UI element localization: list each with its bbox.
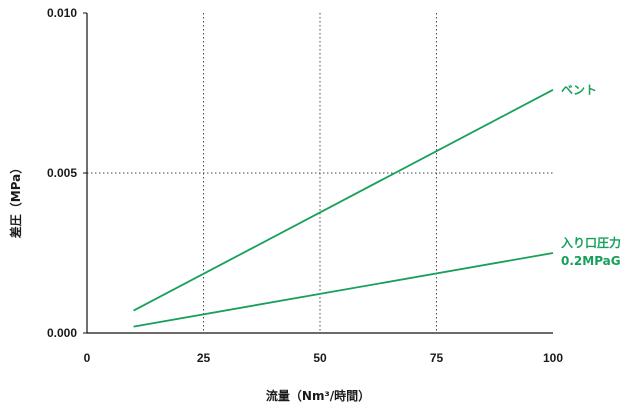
y-tick-label: 0.000 (47, 326, 77, 340)
series-lines (133, 89, 554, 328)
x-axis-title: 流量（Nm³/時間） (266, 388, 370, 403)
y-tick-label: 0.005 (47, 166, 77, 180)
y-axis-title: 差圧（MPa） (8, 162, 23, 240)
y-tick-label: 0.010 (47, 6, 77, 20)
series-label-2: 入り口圧力 (561, 235, 621, 250)
x-tick-label: 100 (543, 351, 563, 365)
series-sublabel-2: 0.2MPaG (561, 254, 621, 268)
x-tick-label: 25 (197, 351, 211, 365)
tick-labels: 0 25 50 75 100 0.000 0.005 0.010 (47, 6, 563, 365)
x-tick-label: 50 (313, 351, 327, 365)
axes (83, 12, 553, 334)
grid-lines (87, 13, 553, 333)
series-line-2 (133, 252, 554, 328)
x-tick-label: 75 (430, 351, 444, 365)
series-label-1: ベント (561, 83, 597, 97)
x-tick-label: 0 (84, 351, 91, 365)
series-line-1 (133, 89, 554, 312)
